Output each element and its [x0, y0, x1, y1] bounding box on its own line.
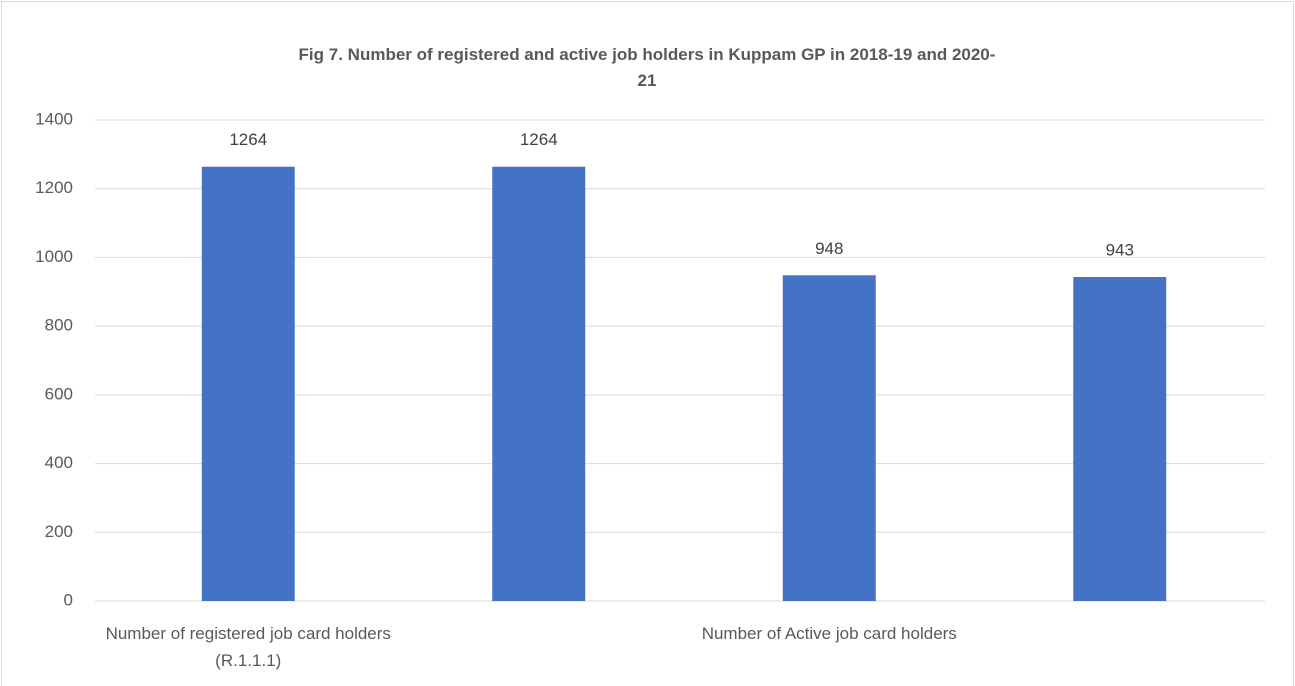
bar [782, 275, 876, 601]
data-label: 943 [1106, 240, 1134, 259]
data-label: 948 [815, 239, 843, 258]
y-tick-label: 1000 [35, 247, 73, 266]
y-tick-label: 0 [64, 590, 73, 609]
y-tick-label: 1200 [35, 178, 73, 197]
x-tick-label: Number of registered job card holders (R… [105, 624, 391, 670]
y-tick-label: 1400 [35, 109, 73, 128]
y-tick-label: 400 [45, 453, 73, 472]
bar [201, 166, 295, 601]
chart-title: Fig 7. Number of registered and active j… [298, 45, 996, 90]
x-tick-label: Number of Active job card holders [701, 624, 957, 643]
y-tick-label: 600 [45, 384, 73, 403]
data-label: 1264 [229, 130, 267, 149]
bar [492, 166, 586, 601]
data-label: 1264 [520, 130, 558, 149]
bar [1073, 277, 1167, 601]
y-tick-label: 800 [45, 316, 73, 335]
y-tick-label: 200 [45, 522, 73, 541]
